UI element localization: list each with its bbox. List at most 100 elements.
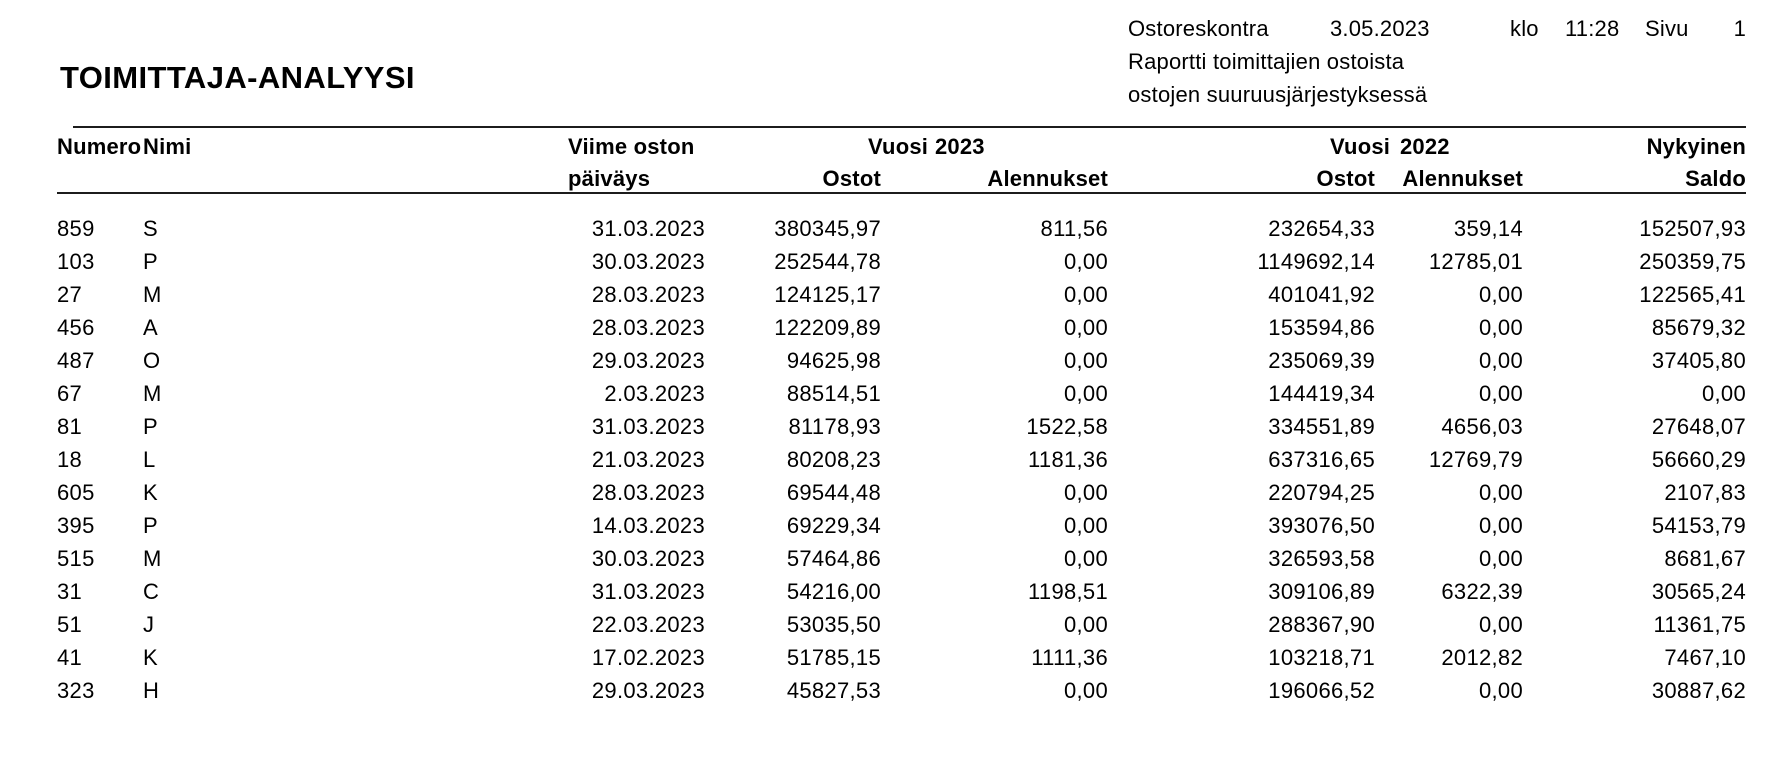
cell-alennukset-2022: 12785,01 (1428, 249, 1523, 274)
report-title: TOIMITTAJA-ANALYYSI (60, 60, 415, 95)
column-header-nimi: Nimi (143, 134, 192, 159)
cell-ostot-2022: 326593,58 (1268, 546, 1375, 571)
cell-alennukset-2022: 0,00 (1478, 678, 1523, 703)
cell-alennukset-2023: 1111,36 (1031, 645, 1108, 670)
table-row: 31 C 31.03.2023 54216,00 1198,51 309106,89 632… (57, 575, 1746, 608)
page-label: Sivu (1645, 16, 1689, 41)
cell-ostot-2023: 53035,50 (786, 612, 881, 637)
cell-alennukset-2022: 6322,39 (1441, 579, 1523, 604)
cell-alennukset-2023: 0,00 (1063, 381, 1108, 406)
cell-ostot-2022: 232654,33 (1268, 216, 1375, 241)
cell-viime-oston-paivays: 28.03.2023 (591, 315, 705, 340)
cell-viime-oston-paivays: 17.02.2023 (591, 645, 705, 670)
cell-ostot-2022: 288367,90 (1268, 612, 1375, 637)
cell-ostot-2022: 334551,89 (1268, 414, 1375, 439)
cell-viime-oston-paivays: 2.03.2023 (604, 381, 705, 406)
cell-nimi: O (143, 348, 161, 373)
cell-ostot-2022: 103218,71 (1268, 645, 1375, 670)
header-rule-bottom (57, 192, 1746, 194)
cell-alennukset-2023: 0,00 (1063, 315, 1108, 340)
cell-nimi: P (143, 249, 158, 274)
cell-nimi: M (143, 282, 162, 307)
column-header-paivays: päiväys (568, 166, 651, 191)
cell-numero: 81 (57, 414, 83, 439)
cell-saldo: 54153,79 (1651, 513, 1746, 538)
cell-saldo: 30565,24 (1651, 579, 1746, 604)
cell-numero: 67 (57, 381, 83, 406)
cell-nimi: A (143, 315, 158, 340)
column-group-year-2023: 2023 (935, 134, 985, 159)
cell-alennukset-2023: 811,56 (1040, 216, 1108, 241)
cell-viime-oston-paivays: 31.03.2023 (591, 414, 705, 439)
cell-ostot-2022: 393076,50 (1268, 513, 1375, 538)
column-header-alennukset-2023: Alennukset (987, 166, 1108, 191)
cell-numero: 103 (57, 249, 95, 274)
cell-ostot-2022: 1149692,14 (1257, 249, 1375, 274)
cell-viime-oston-paivays: 31.03.2023 (591, 216, 705, 241)
cell-saldo: 30887,62 (1651, 678, 1746, 703)
cell-numero: 27 (57, 282, 83, 307)
cell-ostot-2023: 124125,17 (774, 282, 881, 307)
cell-saldo: 0,00 (1701, 381, 1746, 406)
cell-saldo: 11361,75 (1653, 612, 1746, 637)
column-header-nykyinen: Nykyinen (1646, 134, 1746, 159)
cell-viime-oston-paivays: 21.03.2023 (591, 447, 705, 472)
cell-viime-oston-paivays: 22.03.2023 (591, 612, 705, 637)
table-row: 27 M 28.03.2023 124125,17 0,00 401041,92 0,00 1… (57, 278, 1746, 311)
cell-ostot-2022: 309106,89 (1268, 579, 1375, 604)
table-row: 81 P 31.03.2023 81178,93 1522,58 334551,89 465… (57, 410, 1746, 443)
cell-numero: 605 (57, 480, 95, 505)
cell-alennukset-2023: 0,00 (1063, 612, 1108, 637)
cell-alennukset-2023: 0,00 (1063, 249, 1108, 274)
table-row: 515 M 30.03.2023 57464,86 0,00 326593,58 0,00 8… (57, 542, 1746, 575)
column-header-saldo: Saldo (1685, 166, 1746, 191)
cell-nimi: P (143, 414, 158, 439)
cell-ostot-2023: 88514,51 (786, 381, 881, 406)
cell-ostot-2023: 80208,23 (786, 447, 881, 472)
cell-ostot-2022: 220794,25 (1268, 480, 1375, 505)
table-row: 323 H 29.03.2023 45827,53 0,00 196066,52 0,00 3… (57, 674, 1746, 707)
cell-saldo: 7467,10 (1664, 645, 1746, 670)
page-header-line: Ostoreskontra 3.05.2023 klo 11:28 Sivu 1 (1128, 16, 1746, 42)
cell-alennukset-2023: 1198,51 (1028, 579, 1108, 604)
cell-saldo: 2107,83 (1664, 480, 1746, 505)
cell-viime-oston-paivays: 30.03.2023 (591, 249, 705, 274)
cell-nimi: J (143, 612, 155, 637)
cell-ostot-2022: 401041,92 (1268, 282, 1375, 307)
supplier-analysis-table: 859 S 31.03.2023 380345,97 811,56 232654,33 35… (57, 212, 1746, 707)
cell-alennukset-2023: 0,00 (1063, 678, 1108, 703)
cell-nimi: H (143, 678, 160, 703)
report-date: 3.05.2023 (1330, 16, 1430, 41)
cell-ostot-2023: 122209,89 (774, 315, 881, 340)
page-number: 1 (1733, 16, 1746, 41)
cell-ostot-2022: 153594,86 (1268, 315, 1375, 340)
cell-ostot-2023: 45827,53 (786, 678, 881, 703)
cell-numero: 323 (57, 678, 95, 703)
cell-alennukset-2022: 2012,82 (1441, 645, 1523, 670)
cell-alennukset-2022: 12769,79 (1428, 447, 1523, 472)
cell-ostot-2022: 235069,39 (1268, 348, 1375, 373)
cell-saldo: 56660,29 (1651, 447, 1746, 472)
column-group-vuosi-2022: Vuosi (1330, 134, 1391, 159)
table-row: 41 K 17.02.2023 51785,15 1111,36 103218,71 201… (57, 641, 1746, 674)
cell-saldo: 122565,41 (1639, 282, 1746, 307)
cell-alennukset-2022: 359,14 (1453, 216, 1523, 241)
cell-ostot-2023: 57464,86 (786, 546, 881, 571)
cell-nimi: P (143, 513, 158, 538)
cell-ostot-2023: 252544,78 (774, 249, 881, 274)
cell-alennukset-2023: 1522,58 (1026, 414, 1108, 439)
column-header-viime-oston: Viime oston (568, 134, 695, 159)
column-group-year-2022: 2022 (1400, 134, 1450, 159)
cell-ostot-2023: 69229,34 (786, 513, 881, 538)
cell-ostot-2023: 54216,00 (786, 579, 881, 604)
cell-numero: 515 (57, 546, 95, 571)
cell-viime-oston-paivays: 14.03.2023 (591, 513, 705, 538)
table-row: 18 L 21.03.2023 80208,23 1181,36 637316,65 127… (57, 443, 1746, 476)
cell-viime-oston-paivays: 30.03.2023 (591, 546, 705, 571)
cell-numero: 395 (57, 513, 95, 538)
cell-alennukset-2023: 0,00 (1063, 348, 1108, 373)
table-row: 67 M 2.03.2023 88514,51 0,00 144419,34 0,00 0,0… (57, 377, 1746, 410)
cell-viime-oston-paivays: 28.03.2023 (591, 480, 705, 505)
cell-saldo: 250359,75 (1639, 249, 1746, 274)
cell-alennukset-2022: 4656,03 (1441, 414, 1523, 439)
